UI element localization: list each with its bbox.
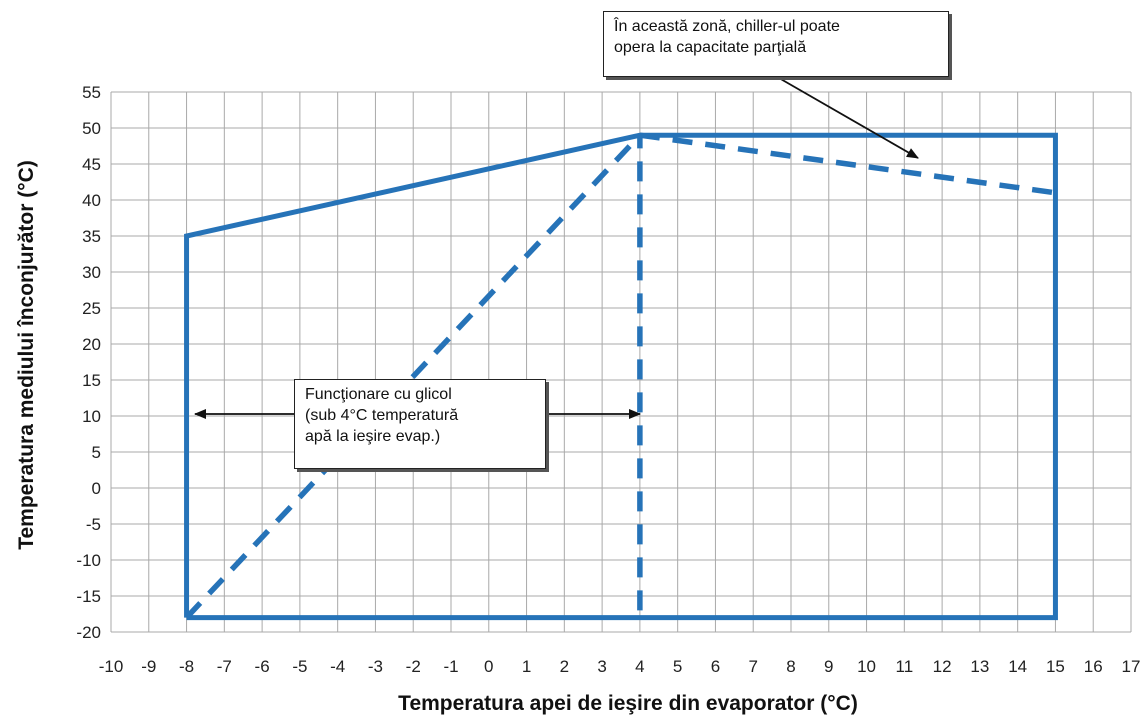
- x-tick-label: -2: [406, 657, 421, 676]
- y-tick-label: 55: [82, 83, 101, 102]
- y-tick-label: 45: [82, 155, 101, 174]
- x-tick-label: -7: [217, 657, 232, 676]
- x-tick-label: 13: [970, 657, 989, 676]
- annotation-arrows: [194, 77, 919, 419]
- x-tick-label: 12: [933, 657, 952, 676]
- x-tick-label: -5: [292, 657, 307, 676]
- partial-capacity-note: În această zonă, chiller-ul poate opera …: [603, 11, 949, 77]
- x-tick-label: 9: [824, 657, 833, 676]
- x-tick-label: 14: [1008, 657, 1027, 676]
- y-tick-label: 50: [82, 119, 101, 138]
- note-line: opera la capacitate parţială: [614, 39, 807, 56]
- series-layer: [184, 132, 1058, 621]
- x-tick-label: 7: [748, 657, 757, 676]
- x-tick-label: -1: [443, 657, 458, 676]
- y-axis-title: Temperatura mediului înconjurător (°C): [15, 160, 38, 550]
- x-tick-label: 11: [896, 657, 914, 676]
- x-tick-label: 15: [1046, 657, 1065, 676]
- x-tick-label: -6: [255, 657, 270, 676]
- x-tick-label: 10: [857, 657, 876, 676]
- note-line: apă la ieşire evap.): [305, 428, 441, 445]
- x-axis-title: Temperatura apei de ieşire din evaporato…: [398, 692, 858, 715]
- y-tick-label: 5: [92, 443, 101, 462]
- x-tick-label: -8: [179, 657, 194, 676]
- dashed-limit-line: [184, 133, 642, 620]
- x-tick-label: -9: [141, 657, 156, 676]
- y-tick-label: 25: [82, 299, 101, 318]
- grid: [110, 91, 1132, 633]
- x-tick-label: 5: [673, 657, 682, 676]
- y-tick-label: 20: [82, 335, 101, 354]
- y-tick-label: 0: [92, 479, 101, 498]
- x-tick-labels: -10 -9 -8 -7 -6 -5 -4 -3 -2 -1 0 1 2 3 4 5 6 7 8 9 10 11 12 13 1…: [99, 657, 1141, 676]
- y-tick-label: 10: [82, 407, 101, 426]
- y-tick-label: 30: [82, 263, 101, 282]
- y-tick-label: 35: [82, 227, 101, 246]
- x-tick-label: 6: [711, 657, 720, 676]
- y-tick-label: -20: [76, 623, 101, 642]
- note-line: În această zonă, chiller-ul poate: [614, 18, 840, 35]
- x-tick-label: -10: [99, 657, 124, 676]
- glycol-note: Funcţionare cu glicol (sub 4°C temperatu…: [294, 379, 546, 469]
- x-tick-label: -4: [330, 657, 345, 676]
- x-tick-label: 0: [484, 657, 493, 676]
- note-line: (sub 4°C temperatură: [305, 407, 459, 424]
- dashed-limit-line: [639, 132, 1056, 196]
- x-tick-label: 16: [1084, 657, 1103, 676]
- note-line: Funcţionare cu glicol: [305, 386, 452, 403]
- x-tick-label: 8: [786, 657, 795, 676]
- y-tick-label: -5: [86, 515, 101, 534]
- y-tick-label: 15: [82, 371, 101, 390]
- y-tick-label: -15: [76, 587, 101, 606]
- x-tick-label: 2: [560, 657, 569, 676]
- partial-capacity-arrow: [778, 77, 919, 159]
- x-tick-label: 17: [1122, 657, 1141, 676]
- y-tick-label: -10: [76, 551, 101, 570]
- operating-envelope-line: [184, 132, 1058, 621]
- y-tick-label: 40: [82, 191, 101, 210]
- x-tick-label: 1: [522, 657, 531, 676]
- x-tick-label: 4: [635, 657, 644, 676]
- x-tick-label: 3: [597, 657, 606, 676]
- x-tick-label: -3: [368, 657, 383, 676]
